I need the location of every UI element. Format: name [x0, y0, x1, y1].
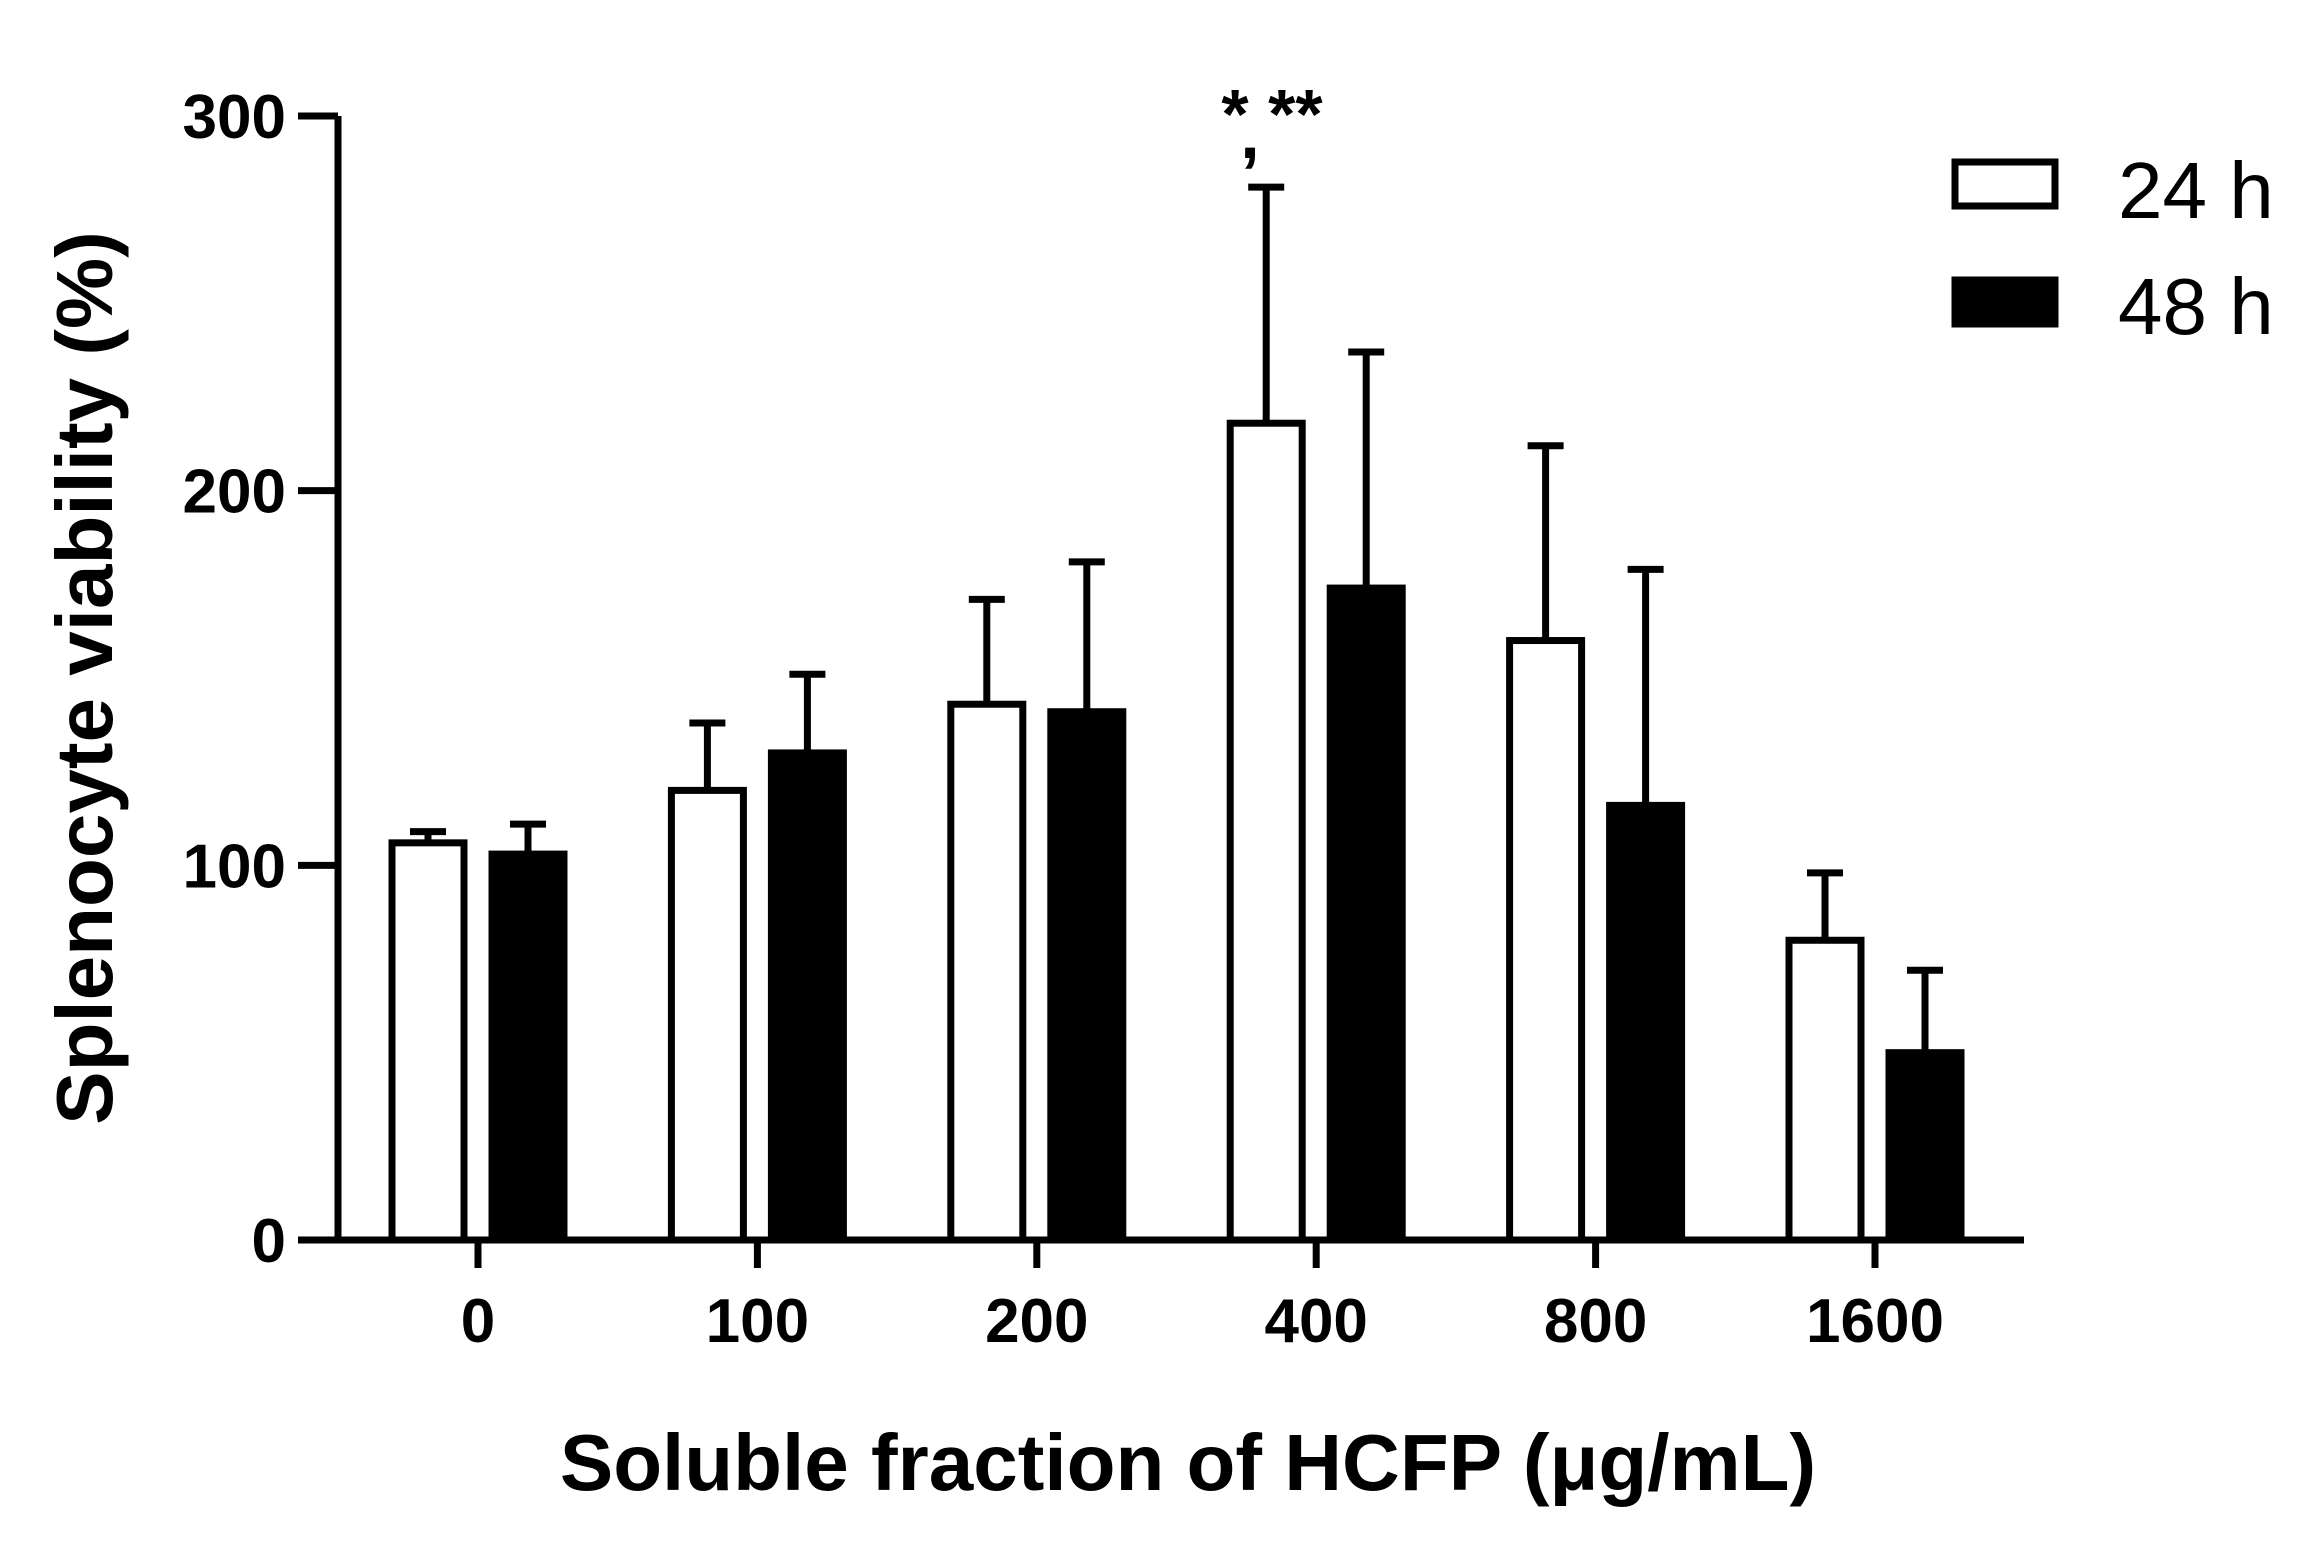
bar-48h-1600 — [1885, 1049, 1965, 1244]
legend-label-24h: 24 h — [2118, 146, 2274, 235]
y-tick-label-300: 300 — [183, 83, 286, 152]
x-tick-label-200: 200 — [985, 1287, 1088, 1356]
bar-24h-200 — [947, 700, 1027, 1244]
y-tick-label-0: 0 — [252, 1207, 286, 1276]
x-tick-label-100: 100 — [706, 1287, 809, 1356]
legend-swatch-48h — [1951, 276, 2059, 328]
legend-item-48h: 48 h — [1951, 262, 2274, 351]
bar-48h-100 — [767, 749, 847, 1244]
bar-24h-400 — [1226, 419, 1306, 1244]
bar-24h-0 — [388, 839, 468, 1244]
legend-label-48h: 48 h — [2118, 262, 2274, 351]
bar-48h-0 — [488, 850, 568, 1244]
y-tick-label-100: 100 — [183, 832, 286, 901]
plot-area — [388, 183, 1965, 1244]
x-tick-label-400: 400 — [1264, 1287, 1367, 1356]
bar-24h-1600 — [1785, 936, 1865, 1244]
x-axis-title: Soluble fraction of HCFP (μg/mL) — [560, 1418, 1816, 1507]
significance-annotation: * ** , — [1221, 75, 1323, 173]
significance-comma: , — [1240, 95, 1259, 173]
bar-24h-800 — [1506, 637, 1586, 1244]
bar-48h-200 — [1047, 708, 1127, 1244]
axes: 0 100 200 300 0 100 200 400 800 1600 — [183, 83, 2024, 1356]
bar-48h-400 — [1326, 584, 1406, 1244]
x-tick-label-1600: 1600 — [1806, 1287, 1944, 1356]
bar-24h-100 — [667, 786, 747, 1244]
x-tick-label-0: 0 — [461, 1287, 495, 1356]
y-tick-label-200: 200 — [183, 458, 286, 527]
legend-swatch-24h — [1951, 158, 2059, 210]
legend: 24 h 48 h — [1951, 146, 2274, 351]
x-tick-label-800: 800 — [1544, 1287, 1647, 1356]
legend-item-24h: 24 h — [1951, 146, 2274, 235]
bar-48h-800 — [1606, 801, 1686, 1244]
y-axis-title: Splenocyte viability (%) — [40, 231, 129, 1125]
significance-stars: * ** — [1221, 75, 1323, 153]
